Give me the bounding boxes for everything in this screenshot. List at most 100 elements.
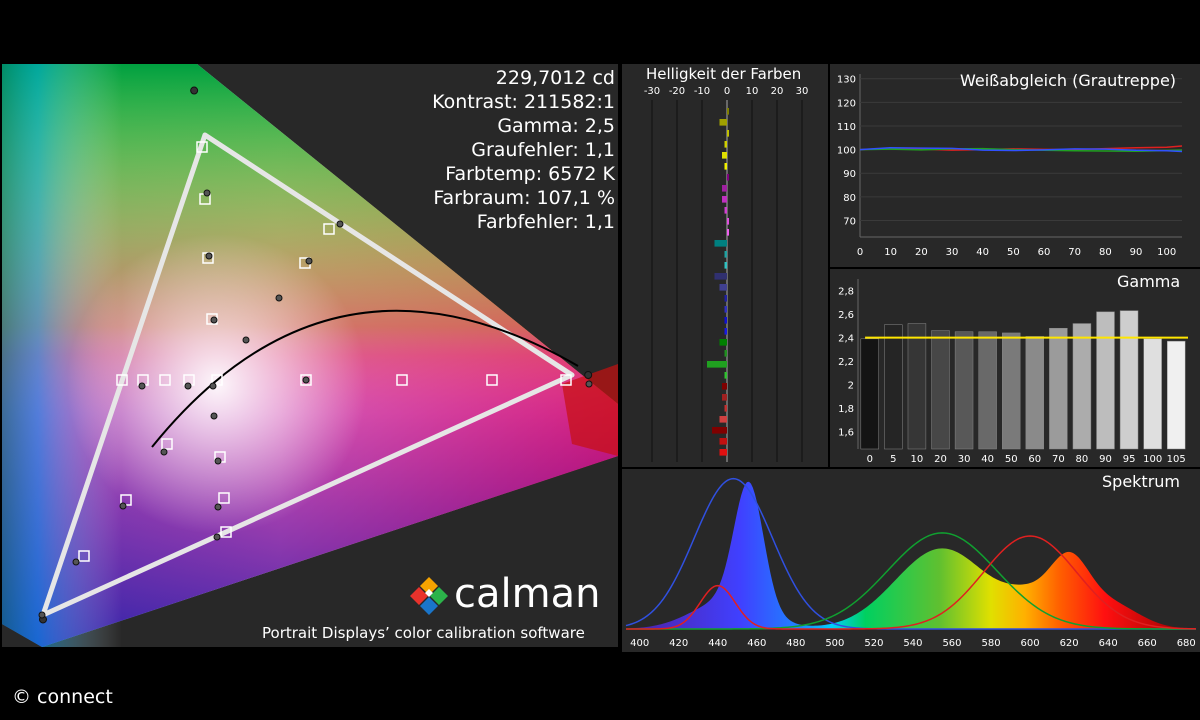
brightness-x-tick: 10 [746, 86, 759, 97]
measured-point [209, 382, 217, 390]
measured-point [302, 376, 310, 384]
spectrum-x-tick: 660 [1138, 638, 1157, 649]
brightness-x-tick: 0 [724, 86, 730, 97]
measured-primary-point [190, 86, 199, 95]
target-square [159, 374, 171, 386]
target-square [211, 374, 223, 386]
spectrum-x-tick: 580 [981, 638, 1000, 649]
brightness-x-tick: 20 [771, 86, 784, 97]
gamma-x-tick: 30 [958, 454, 971, 465]
spectrum-x-tick: 560 [942, 638, 961, 649]
gamma-y-tick: 2 [848, 381, 854, 392]
brightness-bar [714, 273, 727, 280]
gamma-x-tick: 10 [911, 454, 924, 465]
wb-y-tick: 100 [837, 146, 856, 157]
wb-x-tick: 100 [1157, 247, 1176, 258]
spectrum-x-tick: 620 [1060, 638, 1079, 649]
gamma-y-tick: 2,4 [838, 334, 854, 345]
spectrum-x-tick: 600 [1021, 638, 1040, 649]
measured-point [213, 533, 221, 541]
brightness-bar [727, 218, 729, 225]
gamma-bar [931, 330, 950, 450]
wb-x-tick: 20 [915, 247, 928, 258]
brightness-bar [724, 251, 727, 258]
brightness-bar [727, 174, 729, 181]
measured-point [72, 558, 80, 566]
gamma-panel: 2,8 2,6 2,4 2,2 2 1,8 1,6 0 5 10 20 30 40 50 60 70 80 90 9… [830, 269, 1200, 467]
brightness-bar [707, 361, 727, 368]
gamma-y-tick: 2,2 [838, 357, 854, 368]
whitebalance-title: Weißabgleich (Grautreppe) [960, 71, 1177, 90]
brightness-bar [722, 152, 727, 159]
brightness-bar [727, 108, 729, 115]
gamma-x-tick: 70 [1052, 454, 1065, 465]
brightness-bar [722, 196, 727, 203]
spectrum-emission-area [626, 481, 1196, 629]
locus-cyan-overlay [2, 64, 122, 647]
measured-point [205, 252, 213, 260]
wb-y-tick: 110 [837, 122, 856, 133]
target-square [78, 550, 90, 562]
contrast-value: Kontrast: 211582:1 [432, 91, 615, 113]
luminance-value: 229,7012 cd [495, 67, 615, 89]
brightness-bar [719, 416, 727, 423]
wb-x-tick: 0 [857, 247, 863, 258]
brightness-x-tick: -10 [694, 86, 710, 97]
wb-x-tick: 10 [884, 247, 897, 258]
target-square [300, 374, 312, 386]
spectrum-x-tick: 440 [708, 638, 727, 649]
wb-y-tick: 70 [843, 216, 856, 227]
gamma-x-tick: 5 [890, 454, 896, 465]
wb-x-tick: 70 [1068, 247, 1081, 258]
calman-logo: calman [406, 571, 616, 621]
spectrum-x-tick: 520 [864, 638, 883, 649]
brightness-bar [724, 141, 727, 148]
wb-y-tick: 80 [843, 193, 856, 204]
brightness-bar [719, 438, 727, 445]
target-square [323, 223, 335, 235]
whitebalance-panel: 130 120 110 100 90 80 70 0 10 20 30 40 50 60 70 80 90 100 [830, 64, 1200, 267]
spectrum-x-tick: 460 [747, 638, 766, 649]
wb-x-tick: 50 [1007, 247, 1020, 258]
brightness-bar [724, 372, 727, 379]
gamma-bar [1143, 338, 1162, 450]
gamma-x-tick: 100 [1143, 454, 1162, 465]
logo-wordmark: calman [454, 571, 601, 617]
brightness-x-tick: -20 [669, 86, 685, 97]
gamma-x-tick: 20 [934, 454, 947, 465]
spectrum-title: Spektrum [1102, 472, 1180, 491]
target-square [196, 141, 208, 153]
spectrum-x-tick: 680 [1177, 638, 1196, 649]
cie-panel [2, 64, 618, 647]
spectrum-x-tick: 400 [630, 638, 649, 649]
wb-x-tick: 60 [1038, 247, 1051, 258]
brightness-bar [712, 427, 727, 434]
gamma-bar [1002, 332, 1021, 450]
brightness-x-tick: -30 [644, 86, 660, 97]
color-temp-value: Farbtemp: 6572 K [445, 163, 615, 185]
gamma-y-tick: 1,8 [838, 404, 854, 415]
brightness-bar [724, 328, 727, 335]
spectrum-panel: 400 420 440 460 480 500 520 540 560 580 600 620 640 6… [622, 469, 1200, 652]
spectrum-x-tick: 500 [825, 638, 844, 649]
gamma-x-tick: 0 [867, 454, 873, 465]
brightness-bar [727, 229, 729, 236]
wb-x-tick: 30 [946, 247, 959, 258]
brightness-bar [719, 119, 727, 126]
cie-diagram [2, 64, 618, 647]
target-square [486, 374, 498, 386]
brightness-title: Helligkeit der Farben [646, 65, 802, 83]
whitebalance-chart: 130 120 110 100 90 80 70 0 10 20 30 40 50 60 70 80 90 100 [837, 74, 1183, 258]
brightness-bar [724, 207, 727, 214]
tagline: Portrait Displays’ color calibration sof… [262, 624, 585, 642]
measured-point [38, 611, 46, 619]
copyright-credit: © connect [12, 686, 113, 708]
wb-y-tick: 90 [843, 169, 856, 180]
spectrum-x-tick: 640 [1099, 638, 1118, 649]
spectrum-blue-curve [625, 477, 1196, 630]
brightness-bar [714, 240, 727, 247]
measured-point [138, 382, 146, 390]
gamma-bar [1072, 323, 1092, 450]
brightness-bar [724, 350, 727, 357]
